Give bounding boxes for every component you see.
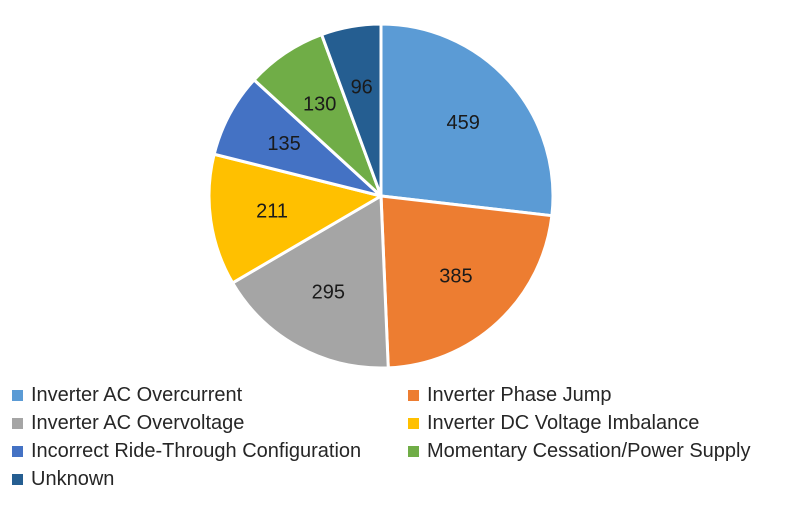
data-label-unknown: 96 [351,77,373,99]
pie-slice-inverter-ac-overcurrent [379,22,555,218]
legend-item-unknown: Unknown [12,466,408,492]
legend-swatch [12,473,23,485]
legend-label: Unknown [31,467,115,490]
legend-label: Inverter Phase Jump [427,383,612,406]
legend-label: Momentary Cessation/Power Supply [427,439,751,462]
legend-item-inverter-ac-overvoltage: Inverter AC Overvoltage [12,410,408,436]
chart-legend: Inverter AC Overcurrent Inverter Phase J… [12,382,800,492]
legend-label: Incorrect Ride-Through Configuration [31,439,362,462]
data-label-incorrect-ride-through-configuration: 135 [267,133,300,155]
legend-label: Inverter AC Overvoltage [31,411,245,434]
data-label-inverter-ac-overvoltage: 295 [312,282,345,304]
legend-item-inverter-dc-voltage-imbalance: Inverter DC Voltage Imbalance [408,410,800,436]
legend-swatch [408,389,419,401]
legend-swatch [408,445,419,457]
legend-swatch [12,389,23,401]
legend-swatch [12,417,23,429]
data-label-inverter-phase-jump: 385 [439,266,472,288]
pie-slice-inverter-phase-jump [379,194,554,370]
legend-swatch [408,417,419,429]
legend-item-momentary-cessation-power-supply: Momentary Cessation/Power Supply [408,438,800,464]
data-label-inverter-ac-overcurrent: 459 [446,112,479,134]
legend-item-inverter-ac-overcurrent: Inverter AC Overcurrent [12,382,408,408]
legend-swatch [12,445,23,457]
legend-label: Inverter DC Voltage Imbalance [427,411,700,434]
pie-slice-inverter-ac-overvoltage [231,194,390,370]
data-label-momentary-cessation-power-supply: 130 [303,94,336,116]
legend-label: Inverter AC Overcurrent [31,383,243,406]
data-label-inverter-dc-voltage-imbalance: 211 [256,201,288,223]
pie-slice-unknown [320,22,383,198]
legend-item-inverter-phase-jump: Inverter Phase Jump [408,382,800,408]
legend-item-incorrect-ride-through-configuration: Incorrect Ride-Through Configuration [12,438,408,464]
